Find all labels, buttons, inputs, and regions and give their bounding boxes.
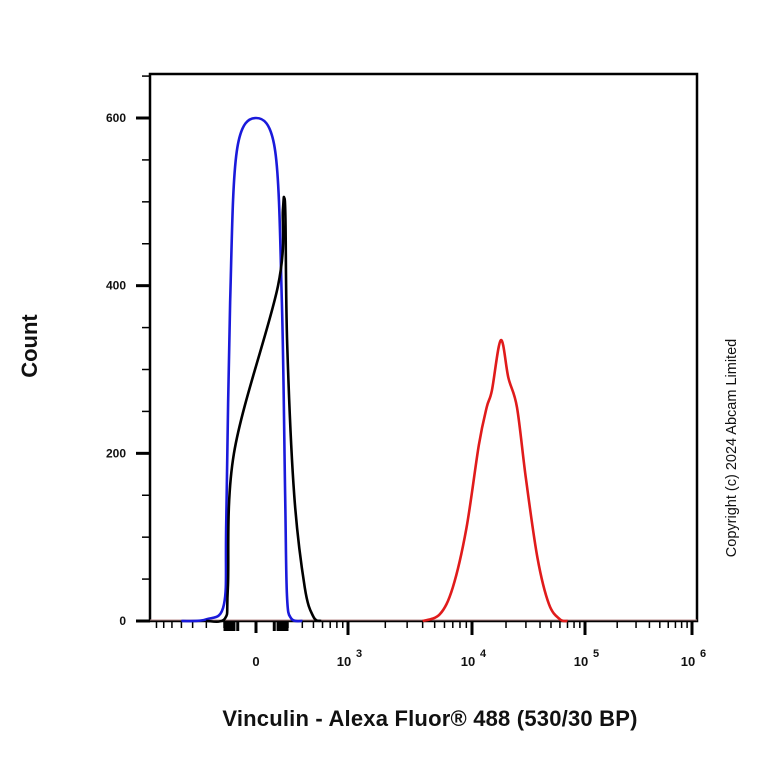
svg-text:0: 0	[119, 614, 126, 628]
x-axis-label: Vinculin - Alexa Fluor® 488 (530/30 BP)	[222, 706, 638, 731]
x-axis-tick-labels: 0 10 3 10 4 10 5 10 6	[252, 648, 706, 669]
svg-text:400: 400	[106, 279, 126, 293]
y-axis-tick-labels: 0 200 400 600	[106, 111, 126, 628]
y-axis-ticks	[136, 75, 150, 623]
histogram-series	[150, 116, 697, 623]
x-axis-ticks	[155, 621, 694, 635]
plot-frame	[148, 72, 699, 623]
svg-text:10: 10	[337, 654, 351, 669]
copyright-text: Copyright (c) 2024 Abcam Limited	[724, 338, 740, 558]
svg-text:3: 3	[356, 648, 362, 660]
svg-text:6: 6	[700, 648, 706, 660]
svg-text:10: 10	[461, 654, 475, 669]
svg-text:10: 10	[574, 654, 588, 669]
svg-text:200: 200	[106, 446, 126, 460]
svg-text:5: 5	[593, 648, 599, 660]
svg-text:10: 10	[681, 654, 695, 669]
black-histogram-curve	[206, 195, 322, 623]
svg-text:600: 600	[106, 111, 126, 125]
y-axis-label-text: Count	[17, 314, 42, 378]
svg-text:4: 4	[480, 648, 487, 660]
svg-text:0: 0	[252, 654, 259, 669]
blue-histogram-curve	[181, 116, 303, 623]
red-histogram-curve	[422, 338, 568, 623]
